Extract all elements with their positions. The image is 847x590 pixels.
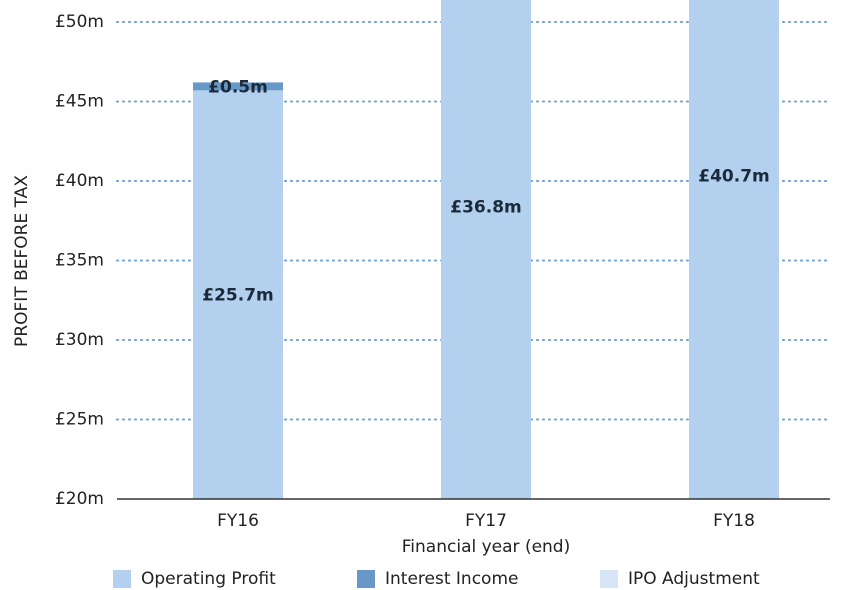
x-axis-title: Financial year (end)	[402, 537, 570, 557]
legend-swatch	[113, 570, 131, 588]
legend-label: Operating Profit	[141, 569, 276, 589]
y-tick-label: £35m	[55, 251, 104, 271]
bar-segment	[193, 82, 283, 91]
x-tick-label: FY18	[713, 511, 755, 531]
value-label: £40.7m	[698, 166, 770, 186]
y-tick-label: £45m	[55, 92, 104, 112]
y-tick-label: £30m	[55, 330, 104, 350]
legend-label: IPO Adjustment	[628, 569, 760, 589]
value-label: £25.7m	[202, 286, 274, 306]
y-tick-label: £40m	[55, 171, 104, 191]
bar-segment	[441, 0, 531, 499]
legend-swatch	[357, 570, 375, 588]
value-label: £36.8m	[450, 197, 522, 217]
x-tick-label: FY17	[465, 511, 507, 531]
y-axis-title: PROFIT BEFORE TAX	[12, 175, 32, 347]
bar-segment	[193, 90, 283, 500]
legend-swatch	[600, 570, 618, 588]
y-tick-label: £25m	[55, 410, 104, 430]
y-tick-label: £50m	[55, 12, 104, 32]
bar-segment	[689, 0, 779, 499]
y-tick-label: £20m	[55, 489, 104, 509]
legend-label: Interest Income	[385, 569, 518, 589]
x-tick-label: FY16	[217, 511, 259, 531]
value-label: £0.5m	[208, 77, 268, 97]
